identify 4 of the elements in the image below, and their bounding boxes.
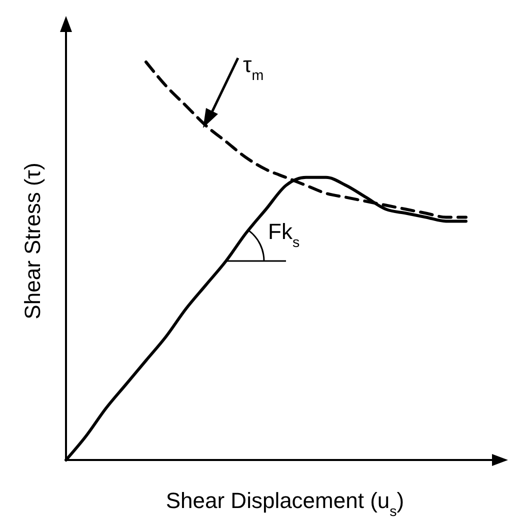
annotation: Fk$_{s}$ <box>268 219 300 251</box>
y-axis-title: Shear Stress (τ) <box>20 162 45 320</box>
annotation: τ$_{m}$ <box>243 52 264 84</box>
x-axis-title: Shear Displacement (u$_{s}$) <box>166 488 404 520</box>
